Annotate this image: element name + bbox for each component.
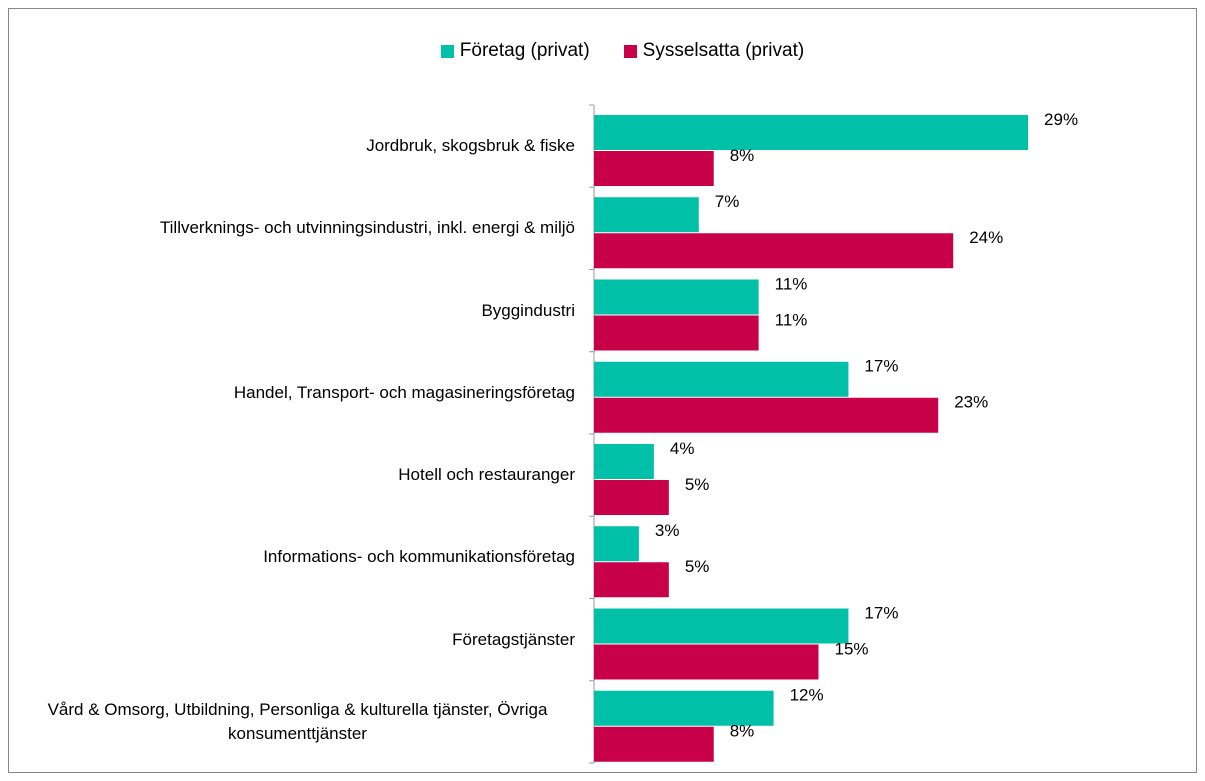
category-text: Företagstjänster (452, 629, 575, 649)
legend-label: Företag (privat) (459, 40, 590, 61)
data-label: 17% (864, 357, 898, 376)
category-label: Tillverknings- och utvinningsindustri, i… (160, 216, 575, 240)
data-label: 5% (685, 557, 710, 576)
bar (594, 608, 849, 644)
data-label: 8% (730, 146, 755, 165)
data-label: 11% (775, 310, 808, 329)
category-label: Jordbruk, skogsbruk & fiske (366, 134, 575, 158)
data-label: 8% (730, 722, 755, 741)
category-text: Tillverknings- och utvinningsindustri, i… (159, 218, 575, 238)
legend-item: Företag (privat) (440, 40, 590, 62)
bar (594, 151, 714, 186)
legend-label: Sysselsatta (privat) (642, 40, 805, 61)
bar (594, 115, 1029, 150)
bar (594, 726, 714, 762)
category-text: Handel, Transport- och magasineringsföre… (233, 382, 575, 402)
category-label: Handel, Transport- och magasineringsföre… (234, 381, 575, 405)
bar (594, 562, 669, 598)
bar (594, 526, 639, 562)
legend-swatch (623, 44, 637, 58)
data-label: 12% (790, 686, 824, 705)
data-label: 24% (969, 228, 1003, 247)
category-text: Vård & Omsorg, Utbildning, Personliga & … (47, 700, 548, 743)
bar (594, 233, 954, 269)
category-text: Informations- och kommunikationsföretag (263, 547, 575, 567)
legend-swatch (440, 44, 454, 58)
bar (594, 690, 774, 726)
chart-border (8, 8, 1197, 773)
category-label: Byggindustri (481, 299, 575, 323)
category-label: Hotell och restauranger (398, 463, 575, 487)
data-label: 7% (715, 192, 740, 211)
data-label: 17% (864, 603, 898, 622)
data-label: 23% (954, 393, 988, 412)
category-text: Byggindustri (481, 300, 575, 320)
category-label: Företagstjänster (452, 628, 575, 652)
legend: Företag (privat) Sysselsatta (privat) (20, 40, 1205, 62)
bar (594, 397, 939, 433)
bar (594, 197, 699, 233)
category-text: Jordbruk, skogsbruk & fiske (366, 136, 575, 156)
bar (594, 361, 849, 397)
bar (594, 444, 654, 479)
bar (594, 279, 759, 315)
bar (594, 644, 819, 680)
data-label: 5% (685, 475, 710, 494)
data-label: 15% (835, 639, 869, 658)
legend-item: Sysselsatta (privat) (623, 40, 805, 62)
data-label: 4% (670, 439, 695, 458)
data-label: 3% (655, 521, 680, 540)
bar (594, 480, 669, 515)
bar (594, 315, 759, 351)
data-label: 29% (1044, 110, 1078, 129)
category-text: Hotell och restauranger (398, 465, 575, 485)
category-label: Informations- och kommunikationsföretag (263, 545, 575, 569)
data-label: 11% (775, 274, 808, 293)
category-label: Vård & Omsorg, Utbildning, Personliga & … (20, 698, 575, 746)
